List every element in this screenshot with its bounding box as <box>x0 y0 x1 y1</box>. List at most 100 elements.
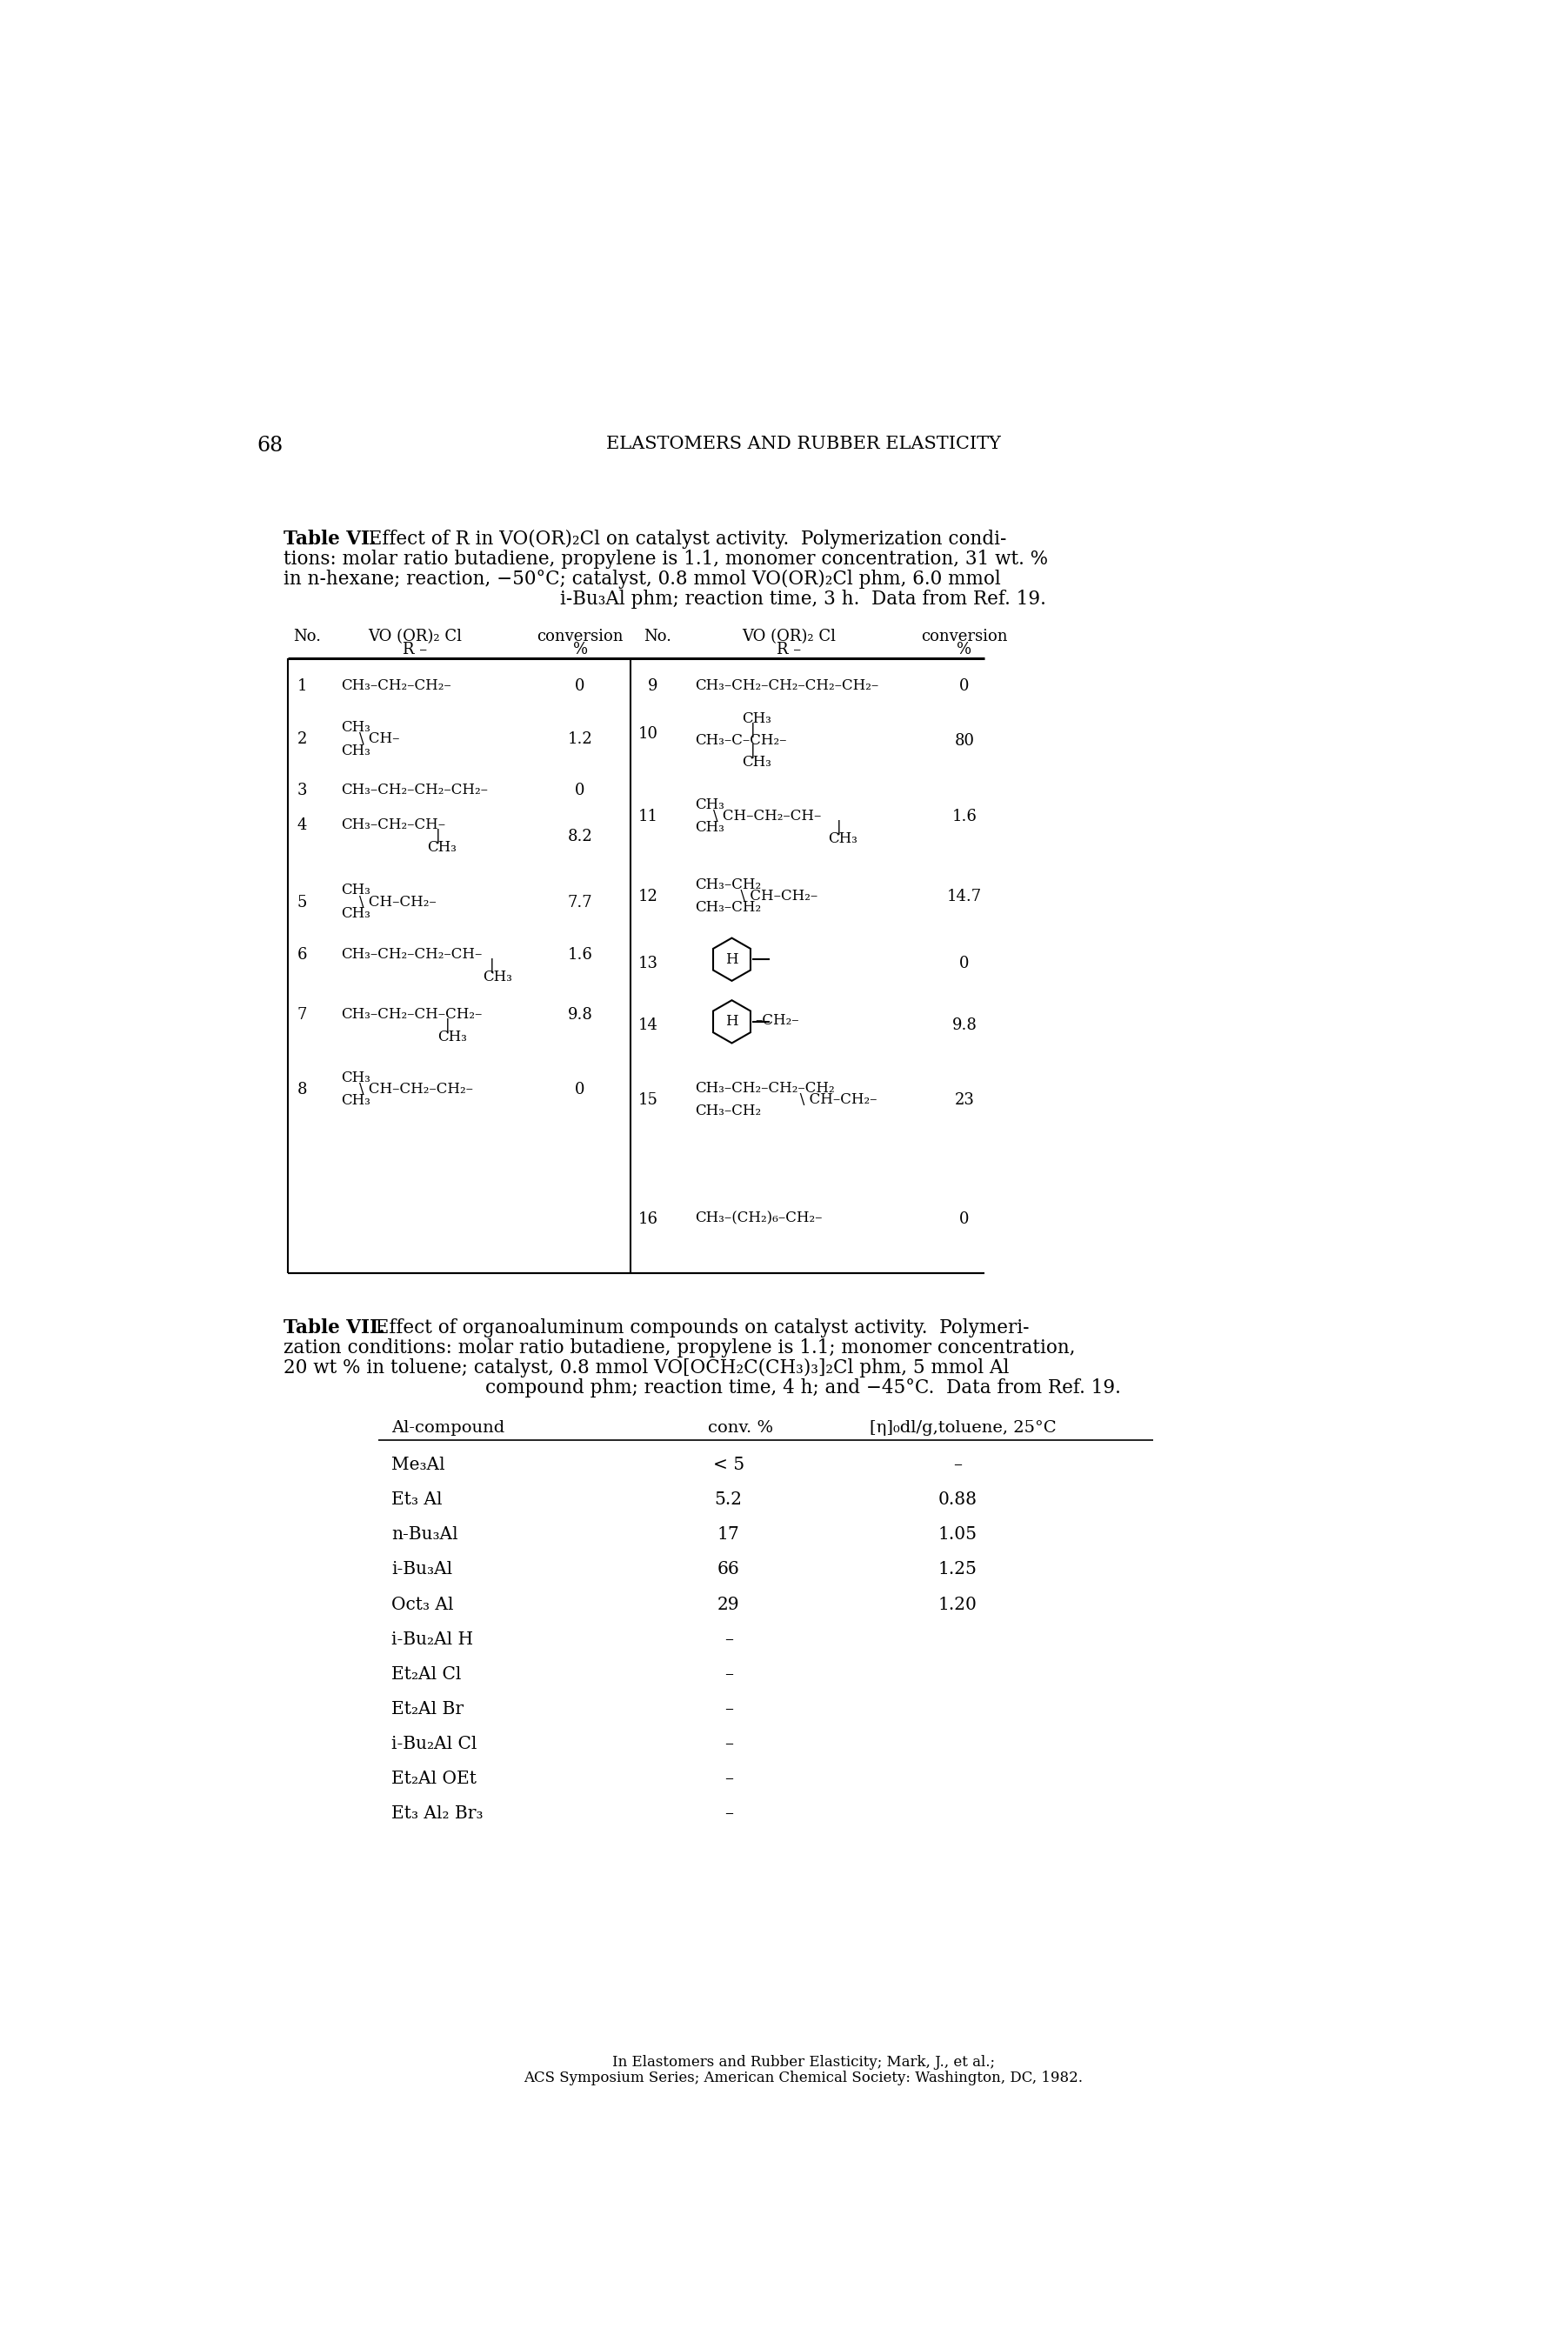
Text: CH₃–CH₂–CH₂–: CH₃–CH₂–CH₂– <box>340 679 452 693</box>
Text: CH₃: CH₃ <box>483 970 511 984</box>
Text: conversion: conversion <box>536 629 624 643</box>
Text: CH₃–(CH₂)₆–CH₂–: CH₃–(CH₂)₆–CH₂– <box>695 1212 822 1226</box>
Text: No.: No. <box>644 629 671 643</box>
Text: \ CH–CH₂–: \ CH–CH₂– <box>340 895 436 909</box>
Text: CH₃–CH₂–CH–CH₂–: CH₃–CH₂–CH–CH₂– <box>340 1007 481 1021</box>
Text: compound phm; reaction time, 4 h; and −45°C.  Data from Ref. 19.: compound phm; reaction time, 4 h; and −4… <box>486 1378 1121 1397</box>
Text: 9.8: 9.8 <box>952 1017 977 1033</box>
Text: –: – <box>724 1700 732 1716</box>
Text: 9: 9 <box>648 679 657 693</box>
Text: –: – <box>953 1456 961 1475</box>
Text: CH₃–CH₂–CH₂–CH₂: CH₃–CH₂–CH₂–CH₂ <box>695 1080 834 1097</box>
Text: |: | <box>436 829 441 843</box>
Text: Oct₃ Al: Oct₃ Al <box>392 1597 453 1613</box>
Text: 1.6: 1.6 <box>568 946 593 963</box>
Text: H: H <box>726 1014 739 1028</box>
Text: \ CH–CH₂–CH₂–: \ CH–CH₂–CH₂– <box>340 1082 474 1097</box>
Text: Et₃ Al₂ Br₃: Et₃ Al₂ Br₃ <box>392 1806 483 1822</box>
Text: CH₃–C–CH₂–: CH₃–C–CH₂– <box>695 733 787 749</box>
Text: 8: 8 <box>298 1082 307 1097</box>
Text: 7: 7 <box>298 1007 307 1024</box>
Text: i-Bu₂Al Cl: i-Bu₂Al Cl <box>392 1735 477 1752</box>
Text: CH₃: CH₃ <box>695 798 724 812</box>
Text: 4: 4 <box>298 817 307 834</box>
Text: –: – <box>724 1632 732 1648</box>
Text: 0: 0 <box>575 679 585 693</box>
Text: conv. %: conv. % <box>709 1421 773 1435</box>
Text: 6: 6 <box>298 946 307 963</box>
Text: 1.05: 1.05 <box>938 1526 977 1543</box>
Text: 0: 0 <box>960 679 969 693</box>
Text: |: | <box>836 819 840 836</box>
Text: 9.8: 9.8 <box>568 1007 593 1024</box>
Text: 15: 15 <box>638 1092 657 1108</box>
Text: [η]₀dl/g,toluene, 25°C: [η]₀dl/g,toluene, 25°C <box>870 1421 1057 1435</box>
Text: CH₃: CH₃ <box>340 742 370 758</box>
Text: 7.7: 7.7 <box>568 895 593 911</box>
Text: –: – <box>724 1665 732 1684</box>
Text: |: | <box>489 958 494 972</box>
Text: CH₃–CH₂: CH₃–CH₂ <box>695 1104 760 1118</box>
Text: \ CH–CH₂–CH–: \ CH–CH₂–CH– <box>695 808 822 824</box>
Text: 0: 0 <box>575 1082 585 1097</box>
Text: H: H <box>726 951 739 967</box>
Text: Et₂Al Br: Et₂Al Br <box>392 1700 464 1716</box>
Text: CH₃: CH₃ <box>340 1071 370 1085</box>
Text: CH₃: CH₃ <box>695 819 724 836</box>
Text: –: – <box>724 1806 732 1822</box>
Text: CH₃: CH₃ <box>828 831 858 845</box>
Text: Et₂Al Cl: Et₂Al Cl <box>392 1665 461 1684</box>
Text: i-Bu₃Al: i-Bu₃Al <box>392 1561 453 1578</box>
Text: 1.25: 1.25 <box>938 1561 977 1578</box>
Text: R –: R – <box>776 641 801 657</box>
Text: 12: 12 <box>638 890 657 904</box>
Text: 13: 13 <box>638 956 657 972</box>
Text: CH₃–CH₂–CH–: CH₃–CH₂–CH– <box>340 817 445 831</box>
Text: 2: 2 <box>298 730 307 747</box>
Text: Me₃Al: Me₃Al <box>392 1456 445 1475</box>
Text: –: – <box>724 1735 732 1752</box>
Text: CH₃–CH₂–CH₂–CH–: CH₃–CH₂–CH₂–CH– <box>340 946 481 960</box>
Text: 80: 80 <box>955 733 974 749</box>
Text: 14: 14 <box>638 1017 657 1033</box>
Text: 1.2: 1.2 <box>568 733 593 747</box>
Text: 5.2: 5.2 <box>715 1491 742 1507</box>
Text: CH₃: CH₃ <box>340 721 370 735</box>
Text: %: % <box>572 641 588 657</box>
Text: Effect of R in VO(OR)₂Cl on catalyst activity.  Polymerization condi-: Effect of R in VO(OR)₂Cl on catalyst act… <box>356 531 1007 549</box>
Text: Effect of organoaluminum compounds on catalyst activity.  Polymeri-: Effect of organoaluminum compounds on ca… <box>364 1317 1029 1338</box>
Text: i-Bu₂Al H: i-Bu₂Al H <box>392 1632 474 1648</box>
Text: \ CH–CH₂–: \ CH–CH₂– <box>695 890 817 904</box>
Text: No.: No. <box>293 629 321 643</box>
Text: CH₃–CH₂: CH₃–CH₂ <box>695 878 760 892</box>
Text: 14.7: 14.7 <box>947 890 982 904</box>
Text: In Elastomers and Rubber Elasticity; Mark, J., et al.;: In Elastomers and Rubber Elasticity; Mar… <box>612 2054 994 2069</box>
Text: VO (OR)₂ Cl: VO (OR)₂ Cl <box>368 629 463 643</box>
Text: 5: 5 <box>298 895 307 911</box>
Text: 17: 17 <box>717 1526 740 1543</box>
Text: 66: 66 <box>717 1561 740 1578</box>
Text: CH₃: CH₃ <box>742 711 771 726</box>
Text: R –: R – <box>403 641 426 657</box>
Text: 68: 68 <box>257 437 282 456</box>
Text: 0.88: 0.88 <box>938 1491 977 1507</box>
Text: |: | <box>750 744 754 758</box>
Text: |: | <box>445 1019 450 1033</box>
Text: 23: 23 <box>955 1092 974 1108</box>
Text: CH₃: CH₃ <box>437 1031 467 1045</box>
Text: < 5: < 5 <box>713 1456 745 1475</box>
Text: |: | <box>750 723 754 737</box>
Text: in n-hexane; reaction, −50°C; catalyst, 0.8 mmol VO(OR)₂Cl phm, 6.0 mmol: in n-hexane; reaction, −50°C; catalyst, … <box>284 571 1000 589</box>
Text: –: – <box>724 1770 732 1787</box>
Text: CH₃: CH₃ <box>340 1094 370 1108</box>
Text: n-Bu₃Al: n-Bu₃Al <box>392 1526 458 1543</box>
Text: \ CH–CH₂–: \ CH–CH₂– <box>695 1092 877 1106</box>
Text: CH₃: CH₃ <box>426 841 456 855</box>
Text: 10: 10 <box>638 726 657 742</box>
Text: ACS Symposium Series; American Chemical Society: Washington, DC, 1982.: ACS Symposium Series; American Chemical … <box>524 2071 1083 2085</box>
Text: 0: 0 <box>575 782 585 798</box>
Text: 16: 16 <box>638 1212 657 1228</box>
Text: 11: 11 <box>638 808 657 824</box>
Text: Table VII.: Table VII. <box>284 1317 386 1338</box>
Text: i-Bu₃Al phm; reaction time, 3 h.  Data from Ref. 19.: i-Bu₃Al phm; reaction time, 3 h. Data fr… <box>560 589 1046 608</box>
